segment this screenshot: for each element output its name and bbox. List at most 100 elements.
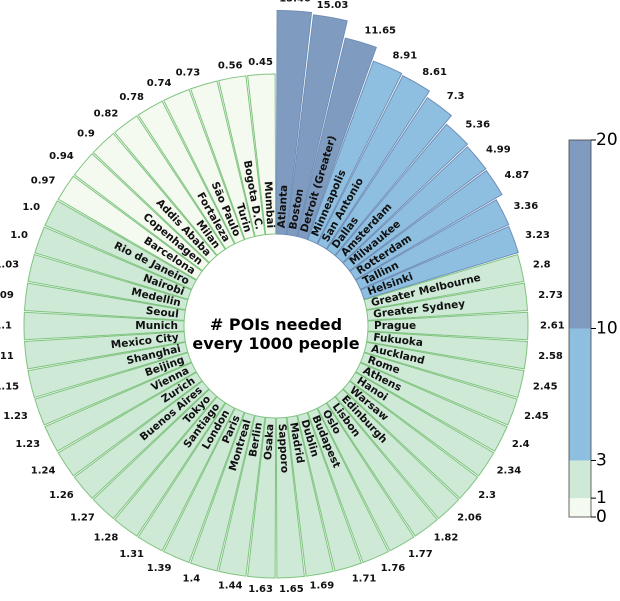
value-label: 1.31 — [119, 549, 144, 560]
value-label: 2.45 — [524, 411, 549, 422]
value-label: 0.94 — [49, 151, 74, 162]
value-label: 1.24 — [31, 466, 56, 477]
value-label: 5.36 — [465, 120, 490, 131]
bar-fortaleza — [137, 100, 236, 250]
bar-greater-sydney — [366, 282, 529, 321]
bar-detroit-greater — [296, 37, 377, 241]
bar-madrid — [286, 414, 334, 577]
bars-layer — [23, 9, 529, 579]
bar-atlanta — [275, 9, 313, 236]
value-label: 0.78 — [119, 92, 144, 103]
city-label: Sapporo — [276, 423, 291, 473]
city-label: Mumbai — [262, 181, 277, 229]
colorbar-tick-label: 0 — [596, 507, 607, 527]
value-label: 3.23 — [525, 230, 550, 241]
value-label: 2.61 — [540, 321, 565, 332]
bar-mumbai — [247, 73, 277, 236]
value-label: 1.4 — [183, 573, 201, 584]
value-label: 0.45 — [248, 57, 273, 68]
value-label: 2.34 — [497, 466, 522, 477]
value-label: 0.73 — [176, 68, 201, 79]
colorbar-segment — [569, 498, 591, 517]
bar-auckland — [363, 341, 525, 399]
value-label: 1.09 — [0, 290, 14, 301]
colorbar-segment — [569, 140, 591, 329]
bar-s-o-paulo — [163, 88, 245, 245]
city-label: Prague — [374, 320, 416, 332]
bar-milwaukee — [342, 146, 487, 272]
city-label: Berlin — [247, 421, 265, 458]
bar-dallas — [326, 96, 453, 257]
value-label: 4.87 — [505, 170, 530, 181]
value-label: 2.3 — [478, 490, 496, 501]
bar-seoul — [23, 282, 186, 321]
bar-barcelona — [57, 175, 203, 281]
colorbar-tick-label: 1 — [596, 488, 607, 508]
value-label: 1.0 — [10, 230, 28, 241]
value-label: 15.46 — [279, 0, 311, 5]
bar-rotterdam — [349, 169, 503, 281]
bar-milan — [113, 115, 226, 257]
value-label: 1.26 — [49, 490, 74, 501]
city-label: Osaka — [262, 423, 276, 460]
bar-santiago — [113, 395, 226, 537]
value-label: 0.9 — [77, 128, 95, 139]
colorbar-segment — [569, 460, 591, 499]
city-label: Seoul — [145, 305, 179, 321]
colorbar-tick-label: 10 — [596, 319, 618, 339]
value-label: 0.82 — [94, 109, 119, 120]
bar-san-antonio — [316, 75, 431, 250]
value-label: 2.45 — [533, 381, 558, 392]
value-label: 3.36 — [514, 201, 539, 212]
bar-zurich — [57, 371, 203, 477]
value-label: 8.61 — [422, 67, 447, 78]
value-label: 11.65 — [364, 25, 396, 36]
bar-medellin — [27, 253, 189, 311]
bar-nairobi — [34, 226, 193, 300]
value-label: 1.28 — [94, 532, 119, 543]
value-label: 2.06 — [457, 513, 482, 524]
bar-prague — [367, 311, 529, 341]
value-label: 1.65 — [279, 584, 304, 595]
bar-tallinn — [355, 199, 510, 290]
value-label: 1.63 — [248, 584, 273, 595]
bar-hanoi — [349, 371, 495, 477]
bar-amsterdam — [334, 123, 469, 264]
bar-copenhagen — [73, 153, 210, 272]
bar-paris — [163, 407, 245, 564]
city-label: Atlanta — [276, 184, 291, 228]
bar-lisbon — [326, 395, 439, 537]
bar-edinburgh — [334, 388, 460, 520]
bar-greater-melbourne — [363, 253, 525, 311]
bar-rome — [359, 352, 518, 426]
value-label: 1.76 — [381, 563, 406, 574]
bar-vienna — [44, 362, 197, 452]
bar-montreal — [190, 411, 256, 572]
value-label: 8.91 — [393, 50, 418, 61]
bar-minneapolis — [307, 60, 403, 245]
bar-mexico-city — [23, 331, 186, 370]
value-label: 2.8 — [533, 260, 551, 271]
value-label: 1.1 — [0, 321, 12, 332]
colorbar-segment — [569, 328, 591, 461]
value-label: 0.97 — [31, 175, 56, 186]
value-label: 15.03 — [317, 0, 349, 11]
value-label: 1.23 — [15, 439, 40, 450]
value-label: 1.69 — [309, 580, 334, 591]
center-title-line-1: # POIs needed — [210, 315, 342, 334]
bar-boston — [286, 14, 348, 238]
value-label: 7.3 — [447, 91, 465, 102]
value-label: 2.73 — [538, 290, 563, 301]
bar-rio-de-janeiro — [44, 200, 197, 290]
value-label: 1.27 — [70, 513, 95, 524]
bar-osaka — [247, 416, 277, 579]
city-label: Fukuoka — [373, 331, 424, 349]
value-label: 1.0 — [22, 202, 40, 213]
value-label: 2.58 — [538, 351, 563, 362]
bar-athens — [355, 362, 508, 452]
value-label: 1.71 — [352, 573, 377, 584]
bar-oslo — [316, 402, 415, 552]
value-labels-layer: 15.46 15.03 11.65 8.91 8.61 7.3 5.36 4.99 4.87 3.… — [0, 0, 565, 595]
value-label: 0.74 — [147, 78, 172, 89]
